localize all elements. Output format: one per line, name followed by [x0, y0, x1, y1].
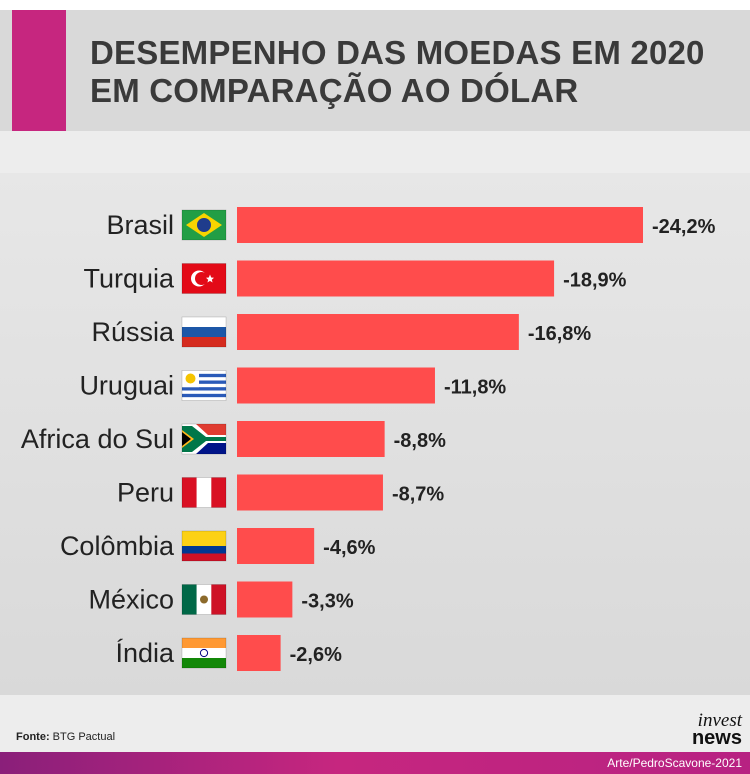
turkey-flag-icon [181, 263, 227, 294]
title-line-1: DESEMPENHO DAS MOEDAS EM 2020 [90, 34, 705, 71]
bar-row-uruguai: Uruguai -11,8% [79, 367, 506, 404]
credit-text: Arte/PedroScavone-2021 [607, 756, 742, 770]
country-label: Índia [115, 638, 175, 668]
accent-block [12, 10, 66, 131]
data-label: -8,8% [394, 430, 446, 452]
country-label: Turquia [83, 264, 175, 294]
credit-bar: Arte/PedroScavone-2021 [0, 752, 750, 774]
logo-line-2: news [691, 727, 742, 749]
bar-row-turquia: Turquia -18,9% [83, 260, 627, 297]
data-label: -2,6% [290, 644, 342, 666]
bar-row-brasil: Brasil -24,2% [106, 207, 716, 243]
bar [237, 474, 383, 511]
bar [237, 207, 643, 243]
country-label: Uruguai [79, 371, 174, 401]
separator-band [0, 131, 750, 173]
footer: Fonte: BTG Pactual invest news [0, 695, 750, 752]
bar-row-india: Índia -2,6% [115, 635, 342, 671]
data-label: -3,3% [301, 591, 353, 613]
data-label: -18,9% [563, 270, 627, 292]
bar [237, 421, 385, 457]
source-value: BTG Pactual [49, 731, 116, 743]
bar-row-colombia: Colômbia -4,6% [60, 528, 376, 564]
source-label: Fonte: [16, 731, 50, 743]
data-label: -4,6% [323, 537, 375, 559]
bar [237, 260, 555, 297]
bar [237, 581, 293, 618]
page-title: DESEMPENHO DAS MOEDAS EM 2020 EM COMPARA… [90, 34, 705, 110]
source-note: Fonte: BTG Pactual [16, 731, 115, 743]
logo-line-1: invest [697, 710, 742, 731]
country-label: Brasil [106, 210, 174, 240]
bar [237, 367, 435, 404]
peru-flag-icon [181, 477, 227, 508]
investnews-logo: invest news [691, 710, 742, 749]
country-label: Rússia [91, 317, 175, 347]
mexico-flag-icon [181, 584, 227, 615]
data-label: -24,2% [652, 216, 716, 238]
country-label: México [88, 585, 174, 615]
bar [237, 635, 281, 671]
top-strip [0, 0, 750, 10]
colombia-flag-icon [181, 530, 227, 562]
bar-row-russia: Rússia -16,8% [91, 314, 591, 350]
country-label: Peru [117, 478, 174, 508]
bar [237, 528, 315, 564]
country-label: Colômbia [60, 531, 175, 561]
russia-flag-icon [181, 316, 227, 348]
uruguay-flag-icon [181, 370, 227, 401]
south-africa-flag-icon [181, 423, 227, 455]
bar-row-africa-do-sul: Africa do Sul -8,8% [21, 421, 446, 457]
country-label: Africa do Sul [21, 424, 174, 454]
bar-chart: Brasil -24,2% Turquia -18,9% Rússia -16,8% Uru… [21, 207, 716, 671]
data-label: -8,7% [392, 484, 444, 506]
header: DESEMPENHO DAS MOEDAS EM 2020 EM COMPARA… [0, 10, 750, 131]
bar [237, 314, 519, 350]
india-flag-icon [181, 637, 227, 669]
bar-row-peru: Peru -8,7% [117, 474, 444, 511]
title-line-2: EM COMPARAÇÃO AO DÓLAR [90, 72, 579, 109]
bar-row-mexico: México -3,3% [88, 581, 354, 618]
data-label: -11,8% [444, 377, 506, 399]
brazil-flag-icon [181, 209, 227, 241]
data-label: -16,8% [528, 323, 592, 345]
